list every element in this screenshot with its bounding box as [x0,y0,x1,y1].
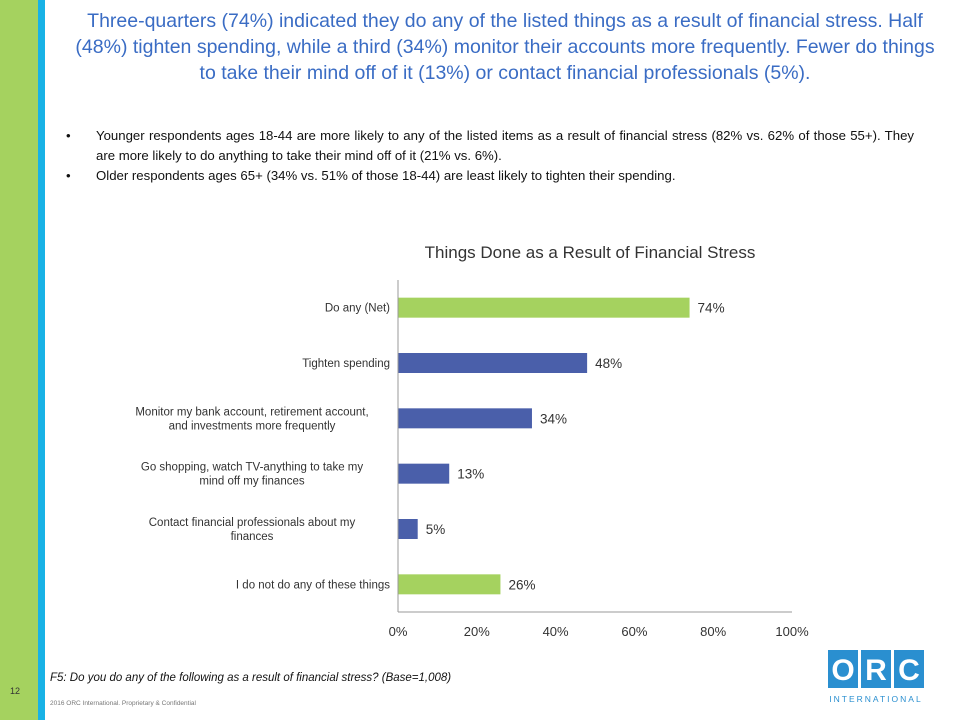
data-label: 34% [540,411,567,426]
bar [398,463,450,484]
logo-r-box [861,650,891,688]
logo-o-box [828,650,858,688]
bullet-item-younger: Younger respondents ages 18-44 are more … [62,126,914,166]
category-label: Go shopping, watch TV-anything to take m… [141,462,363,488]
category-label: Monitor my bank account, retirement acco… [135,406,368,432]
slide-title: Three-quarters (74%) indicated they do a… [75,10,935,84]
side-accent-blue [38,0,45,720]
bar [398,408,532,429]
x-tick-label: 0% [389,624,408,639]
logo-subtitle: INTERNATIONAL [829,694,922,704]
logo-c-box [894,650,924,688]
page-number: 12 [10,686,21,696]
x-tick-label: 60% [621,624,647,639]
bullet-item-older: Older respondents ages 65+ (34% vs. 51% … [62,166,914,186]
copyright-text: 2016 ORC International. Proprietary & Co… [50,700,196,707]
category-label: Tighten spending [302,358,390,370]
logo-letter-r: R [865,654,887,687]
chart-title: Things Done as a Result of Financial Str… [424,243,756,262]
bar [398,574,501,595]
logo-letter-c: C [898,654,920,687]
x-tick-label: 20% [464,624,490,639]
side-accent-green [0,0,38,720]
category-label: Contact financial professionals about my… [149,517,356,543]
category-label: Do any (Net) [325,303,390,315]
data-label: 74% [698,301,725,316]
data-label: 13% [457,467,484,482]
logo-letter-o: O [831,654,854,687]
category-label: I do not do any of these things [236,579,390,591]
data-label: 48% [595,356,622,371]
bar [398,519,418,539]
x-tick-label: 100% [775,624,809,639]
bullet-list: Younger respondents ages 18-44 are more … [62,126,914,186]
x-tick-label: 80% [700,624,726,639]
orc-logo: O R C INTERNATIONAL [828,650,924,704]
data-label: 5% [426,522,446,537]
bar [398,353,588,373]
question-footnote: F5: Do you do any of the following as a … [50,672,452,684]
x-tick-label: 40% [543,624,569,639]
bar [398,297,690,318]
data-label: 26% [508,577,535,592]
